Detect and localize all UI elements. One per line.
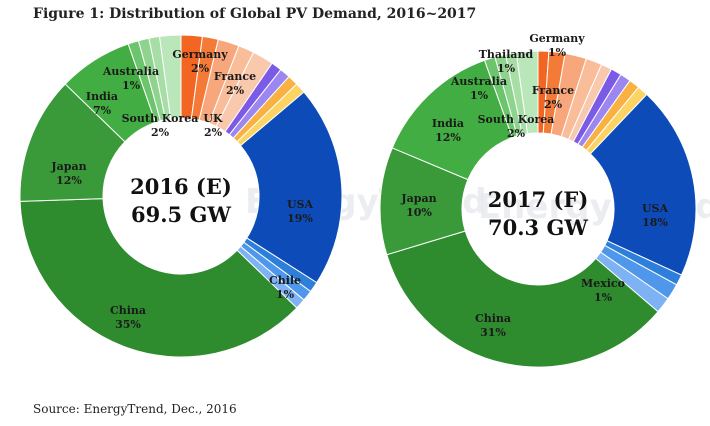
slice-value-1-australia: 1% — [470, 89, 489, 102]
slice-value-0-france: 2% — [226, 84, 245, 97]
slice-label-1-mexico: Mexico — [581, 277, 625, 290]
center-label-1-0: 2017 (F) — [488, 187, 589, 212]
slice-label-1-south-korea: South Korea — [478, 113, 555, 126]
slice-label-0-south-korea: South Korea — [122, 112, 199, 125]
slice-value-1-usa: 18% — [642, 216, 668, 229]
donut-charts: 2016 (E)69.5 GWGermany2%France2%UK2%USA1… — [19, 32, 697, 368]
slice-value-0-chile: 1% — [276, 288, 295, 301]
slice-label-1-usa: USA — [642, 202, 669, 215]
slice-value-0-uk: 2% — [204, 126, 223, 139]
slice-value-1-japan: 10% — [406, 206, 432, 219]
slice-value-1-south-korea: 2% — [507, 127, 526, 140]
slice-label-1-france: France — [532, 84, 574, 97]
slice-label-1-japan: Japan — [400, 192, 436, 205]
slice-value-0-japan: 12% — [56, 174, 82, 187]
slice-label-1-thailand: Thailand — [479, 48, 534, 61]
slice-1-usa — [589, 93, 697, 276]
slice-label-0-germany: Germany — [172, 48, 228, 61]
slice-value-1-thailand: 1% — [497, 62, 516, 75]
slice-label-1-india: India — [432, 117, 464, 130]
slice-label-1-australia: Australia — [450, 75, 507, 88]
slice-value-1-india: 12% — [435, 131, 461, 144]
slice-value-0-germany: 2% — [191, 62, 210, 75]
slice-label-0-uk: UK — [203, 112, 223, 125]
slice-label-1-germany: Germany — [529, 32, 585, 45]
slice-0-china — [19, 198, 298, 358]
slice-label-0-china: China — [110, 304, 146, 317]
center-label-0-0: 2016 (E) — [130, 174, 232, 199]
slice-value-1-china: 31% — [480, 326, 506, 339]
slice-value-1-mexico: 1% — [594, 291, 613, 304]
slice-value-0-india: 7% — [93, 104, 112, 117]
slice-value-0-australia: 1% — [122, 79, 141, 92]
slice-value-0-usa: 19% — [287, 212, 313, 225]
slice-value-0-south-korea: 2% — [151, 126, 170, 139]
source-note: Source: EnergyTrend, Dec., 2016 — [33, 402, 237, 416]
slice-label-0-india: India — [86, 90, 118, 103]
slice-0-usa — [239, 91, 343, 284]
slice-value-1-germany: 1% — [548, 46, 567, 59]
slice-value-0-china: 35% — [115, 318, 141, 331]
slice-1-china — [386, 230, 659, 368]
slice-value-1-france: 2% — [544, 98, 563, 111]
slice-0-south-korea — [158, 34, 182, 120]
slice-label-0-chile: Chile — [269, 274, 301, 287]
figure-title: Figure 1: Distribution of Global PV Dema… — [33, 6, 477, 22]
center-label-0-1: 69.5 GW — [131, 202, 231, 227]
slice-label-0-australia: Australia — [102, 65, 159, 78]
slice-label-0-usa: USA — [287, 198, 314, 211]
slice-1-south-korea — [515, 50, 539, 135]
slice-label-0-france: France — [214, 70, 256, 83]
center-label-1-1: 70.3 GW — [488, 215, 588, 240]
slice-label-1-china: China — [475, 312, 511, 325]
slice-label-0-japan: Japan — [50, 160, 86, 173]
